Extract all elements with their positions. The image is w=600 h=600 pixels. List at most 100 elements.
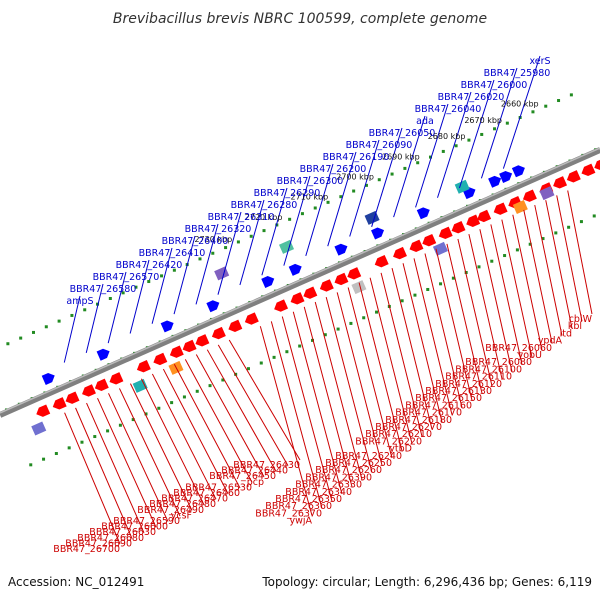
forward-gene-arrow-shape xyxy=(206,300,220,313)
forward-gene-arrow-shape xyxy=(499,170,513,183)
top-gene-label-connector xyxy=(129,259,150,334)
top-gene-label: BBR47_26420 xyxy=(116,260,183,271)
reverse-gene-arrow xyxy=(290,292,305,305)
tick-dot xyxy=(121,291,125,295)
reverse-gene-arrow xyxy=(553,176,568,189)
tick-dot xyxy=(80,440,84,444)
bottom-gene-label: BBR47_26130 xyxy=(425,386,492,397)
reverse-gene-arrow-shape xyxy=(438,226,453,240)
tick-dot xyxy=(42,457,46,461)
top-gene-label-connector xyxy=(305,163,334,257)
reverse-gene-arrow xyxy=(451,221,466,234)
top-gene-label-connector xyxy=(239,199,265,286)
tick-dot xyxy=(172,268,176,272)
tick-label: 2730 kbp xyxy=(194,235,232,244)
top-gene-label-connector xyxy=(415,103,449,208)
reverse-gene-arrow-shape xyxy=(553,176,568,189)
feature-box xyxy=(454,179,470,194)
bottom-gene-label-connector xyxy=(86,402,145,534)
top-gene-label-connector xyxy=(502,55,541,169)
bottom-gene-label-connector xyxy=(173,363,241,489)
forward-gene-arrow xyxy=(206,300,220,313)
reverse-gene-arrow xyxy=(347,267,362,280)
forward-gene-arrow xyxy=(511,165,525,178)
tick-dot xyxy=(313,206,317,210)
top-gene-label: BBR47_26400 xyxy=(162,236,229,247)
reverse-gene-arrow xyxy=(169,345,184,358)
tick-dot xyxy=(285,350,289,354)
tick-dot xyxy=(515,248,519,252)
tick-label: 2690 kbp xyxy=(382,152,420,161)
top-gene-label: BBR47_26000 xyxy=(461,80,528,91)
reverse-gene-arrow-shape xyxy=(493,202,508,215)
tick-dot xyxy=(362,316,366,320)
summary-text: Topology: circular; Length: 6,296,436 bp… xyxy=(261,575,592,589)
feature-box xyxy=(539,186,555,201)
top-gene-label-connector xyxy=(349,139,380,237)
bottom-gene-label-connector xyxy=(369,277,413,444)
bottom-gene-label: BBR47_26430 xyxy=(233,460,300,471)
bottom-gene-label-connector xyxy=(512,214,543,351)
reverse-gene-arrow-shape xyxy=(153,352,168,366)
bottom-gene-label-connector xyxy=(303,306,353,487)
tick-label: 2710 kbp xyxy=(291,193,329,202)
tick-dot xyxy=(323,333,327,337)
tick-dot xyxy=(503,254,507,258)
reverse-gene-arrow xyxy=(36,404,51,417)
bottom-gene-label: BBR47_26060 xyxy=(485,343,552,354)
reverse-gene-arrow-shape xyxy=(94,378,109,391)
reverse-gene-arrow xyxy=(566,170,581,183)
tick-dot xyxy=(349,321,353,325)
bottom-gene-label: BBR47_26210 xyxy=(365,429,432,440)
bottom-gene-label: BBR47_26340 xyxy=(285,487,352,498)
reverse-gene-arrow-shape xyxy=(195,334,210,347)
top-gene-label: BBR47_26190 xyxy=(323,152,390,163)
forward-gene-arrow xyxy=(160,320,174,333)
reverse-gene-arrow xyxy=(109,372,124,385)
forward-gene-arrow xyxy=(41,372,55,385)
tick-dot xyxy=(57,319,61,323)
tick-label: 2660 kbp xyxy=(501,100,539,109)
tick-dot xyxy=(262,229,266,233)
top-gene-label-connector xyxy=(437,91,472,198)
tick-dot xyxy=(300,212,304,216)
bottom-gene-label-connector xyxy=(151,373,217,500)
feature-box xyxy=(432,241,448,256)
tick-dot xyxy=(441,149,445,153)
top-gene-label-connector xyxy=(63,295,81,363)
reverse-gene-arrow xyxy=(274,299,289,312)
bottom-gene-label-connector xyxy=(259,326,313,516)
bottom-gene-label-connector xyxy=(336,292,383,466)
forward-gene-arrow-shape xyxy=(371,227,385,240)
tick-dot xyxy=(557,99,561,103)
top-gene-label-connector xyxy=(151,247,173,324)
top-gene-label: BBR47_25980 xyxy=(484,68,551,79)
reverse-gene-arrow xyxy=(409,239,424,252)
bottom-gene-label: BBR47_26680 xyxy=(77,533,144,544)
tick-dot xyxy=(221,378,225,382)
tick-dot xyxy=(579,220,583,224)
bottom-gene-label: BBR47_26490 xyxy=(137,505,204,516)
feature-box xyxy=(214,266,230,281)
bottom-gene-label: BBR47_26390 xyxy=(305,472,372,483)
reverse-gene-arrow-shape xyxy=(169,345,184,358)
feature-box xyxy=(351,280,367,295)
tick-dot xyxy=(106,429,110,433)
bottom-gene-label-connector xyxy=(457,238,493,387)
tick-dot xyxy=(390,172,394,176)
tick-dot xyxy=(451,276,455,280)
reverse-gene-arrow-shape xyxy=(566,170,581,183)
tick-dot xyxy=(531,110,535,114)
tick-dot xyxy=(118,423,122,427)
reverse-gene-arrow-shape xyxy=(228,319,243,332)
tick-dot xyxy=(454,144,458,148)
reverse-gene-arrow-shape xyxy=(477,209,492,223)
bottom-gene-label: BBR47_26480 xyxy=(149,499,216,510)
bottom-gene-label: BBR47_26180 xyxy=(385,415,452,426)
top-gene-label-connector xyxy=(261,187,288,276)
reverse-gene-arrow xyxy=(374,254,389,268)
bottom-gene-label-connector xyxy=(523,209,553,343)
backbone-highlight xyxy=(0,147,600,414)
label-connector-layer xyxy=(63,55,593,545)
bottom-gene-label-connector xyxy=(162,368,229,494)
